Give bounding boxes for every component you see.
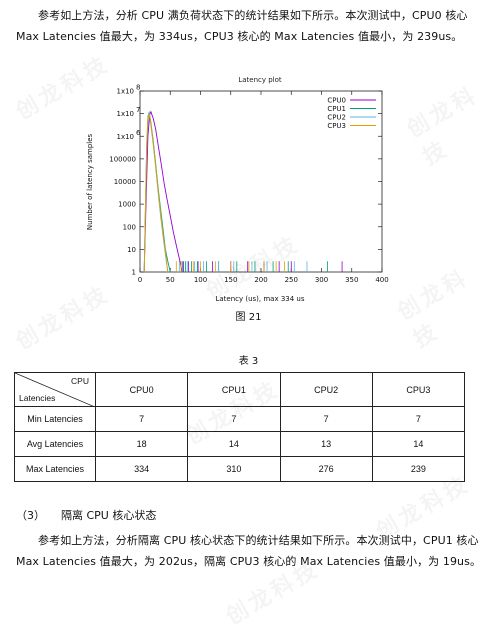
table-cell: 310 <box>187 456 281 482</box>
legend-label: CPU1 <box>327 105 346 113</box>
y-tick-label: 1x10 <box>116 133 134 141</box>
y-tick-label: 1x10 <box>116 88 134 96</box>
x-tick-label: 0 <box>138 276 142 284</box>
watermark: 创龙科技 <box>400 73 497 172</box>
table-caption: 表 3 <box>238 356 259 367</box>
legend-label: CPU3 <box>327 122 346 130</box>
table-cell: 14 <box>371 431 466 457</box>
table-corner-cell: CPU Latencies <box>14 372 96 407</box>
x-axis-label: Latency (us), max 334 us <box>215 295 304 303</box>
legend-label: CPU2 <box>327 114 346 122</box>
column-header: CPU3 <box>371 372 466 407</box>
table-cell: 7 <box>371 406 466 432</box>
y-tick-label: 100000 <box>109 155 136 163</box>
y-tick-exponent: 6 <box>136 129 141 137</box>
x-tick-label: 50 <box>166 276 175 284</box>
column-header: CPU2 <box>279 372 373 407</box>
x-tick-label: 300 <box>315 276 328 284</box>
y-tick-exponent: 7 <box>136 106 140 114</box>
plot-title: Latency plot <box>238 76 282 84</box>
isolated-cpu-paragraph: 参考如上方法，分析隔离 CPU 核心状态下的统计结果如下所示。本次测试中，CPU… <box>16 534 482 568</box>
corner-top-label: CPU <box>71 376 89 386</box>
table-cell: 18 <box>94 431 189 457</box>
section-number: （3） <box>16 509 45 522</box>
y-tick-label: 1 <box>132 269 136 277</box>
series-line-cpu0 <box>143 110 183 273</box>
x-tick-label: 150 <box>224 276 237 284</box>
column-header: CPU0 <box>94 372 189 407</box>
y-tick-label: 1x10 <box>116 110 134 118</box>
x-tick-label: 350 <box>345 276 358 284</box>
y-tick-label: 10 <box>127 246 136 254</box>
y-tick-label: 1000 <box>118 201 136 209</box>
table-cell: 7 <box>279 406 373 432</box>
x-tick-label: 100 <box>194 276 207 284</box>
intro-paragraph: 参考如上方法，分析 CPU 满负荷状态下的统计结果如下所示。本次测试中，CPU0… <box>16 9 468 43</box>
table-row: Min Latencies 7 7 7 7 <box>14 406 466 432</box>
row-label: Max Latencies <box>14 456 96 482</box>
table-row: Avg Latencies 18 14 13 14 <box>14 431 466 457</box>
y-tick-label: 100 <box>123 223 136 231</box>
table-cell: 13 <box>279 431 373 457</box>
column-header: CPU1 <box>187 372 281 407</box>
x-tick-label: 250 <box>285 276 298 284</box>
row-label: Min Latencies <box>14 406 96 432</box>
table-row: Max Latencies 334 310 276 239 <box>14 456 466 482</box>
x-tick-label: 200 <box>254 276 267 284</box>
latency-table: CPU Latencies CPU0 CPU1 CPU2 CPU3 Min La… <box>14 372 466 482</box>
legend-label: CPU0 <box>327 97 346 105</box>
table-cell: 276 <box>279 456 373 482</box>
plot-frame <box>139 90 383 273</box>
y-axis-label: Number of latency samples <box>86 133 94 230</box>
section-heading: （3） 隔离 CPU 核心状态 <box>16 507 156 523</box>
row-label: Avg Latencies <box>14 431 96 457</box>
series-line-cpu3 <box>143 113 169 273</box>
corner-bottom-label: Latencies <box>19 393 56 403</box>
table-cell: 7 <box>187 406 281 432</box>
figure-caption: 图 21 <box>235 312 262 323</box>
table-cell: 334 <box>94 456 189 482</box>
section-title: 隔离 CPU 核心状态 <box>61 509 157 522</box>
table-cell: 239 <box>371 456 466 482</box>
table-cell: 7 <box>94 406 189 432</box>
y-tick-exponent: 8 <box>136 84 140 92</box>
y-tick-label: 10000 <box>114 178 136 186</box>
x-tick-label: 400 <box>375 276 388 284</box>
table-header-row: CPU Latencies CPU0 CPU1 CPU2 CPU3 <box>14 372 466 407</box>
